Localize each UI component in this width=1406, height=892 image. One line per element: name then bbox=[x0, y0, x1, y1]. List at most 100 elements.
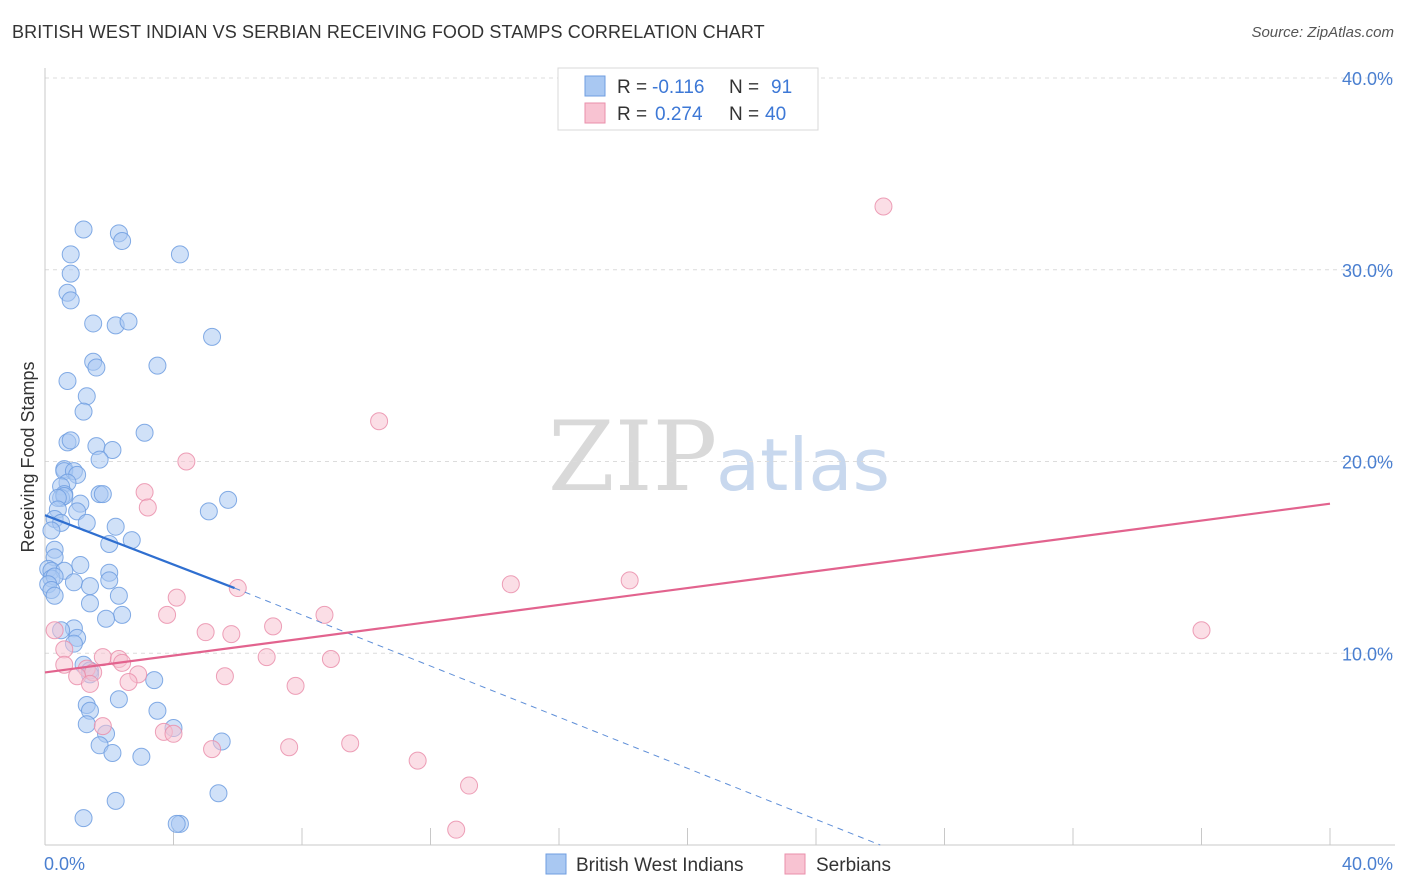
data-point-bwi bbox=[219, 490, 238, 509]
data-point-serbian bbox=[264, 617, 283, 636]
data-point-serbian bbox=[315, 605, 334, 624]
data-point-bwi bbox=[106, 791, 125, 810]
data-point-bwi bbox=[100, 571, 119, 590]
series-british-west-indians bbox=[39, 220, 238, 833]
data-point-serbian bbox=[80, 674, 99, 693]
data-point-serbian bbox=[460, 776, 479, 795]
data-point-bwi bbox=[90, 450, 109, 469]
x-tick-label-start: 0.0% bbox=[44, 854, 85, 874]
y-tick-label: 40.0% bbox=[1342, 69, 1393, 89]
legend-r-value-2: 0.274 bbox=[655, 104, 703, 125]
data-point-bwi bbox=[109, 690, 128, 709]
data-point-bwi bbox=[77, 387, 96, 406]
data-point-serbian bbox=[203, 740, 222, 759]
data-point-bwi bbox=[42, 521, 61, 540]
regression-line-bwi bbox=[44, 514, 235, 590]
watermark-zip: ZIP bbox=[548, 401, 717, 513]
data-point-serbian bbox=[55, 640, 74, 659]
series-serbians bbox=[45, 197, 1211, 839]
y-tick-label: 10.0% bbox=[1342, 644, 1393, 664]
regression-line-bwi-extension bbox=[234, 587, 881, 846]
legend-swatch-pink bbox=[584, 102, 606, 124]
data-point-bwi bbox=[199, 502, 218, 521]
data-point-serbian bbox=[215, 667, 234, 686]
y-axis-tick-labels: 10.0% 20.0% 30.0% 40.0% bbox=[1342, 69, 1393, 664]
bottom-legend-label-bwi: British West Indians bbox=[576, 855, 744, 876]
data-point-bwi bbox=[103, 743, 122, 762]
data-point-bwi bbox=[61, 431, 80, 450]
data-point-bwi bbox=[74, 402, 93, 421]
bottom-legend-label-serbians: Serbians bbox=[816, 855, 891, 876]
data-point-serbian bbox=[370, 412, 389, 431]
bottom-legend-swatch-blue bbox=[545, 853, 567, 875]
data-point-bwi bbox=[148, 356, 167, 375]
data-point-serbian bbox=[286, 676, 305, 695]
y-tick-label: 30.0% bbox=[1342, 261, 1393, 281]
data-point-serbian bbox=[408, 751, 427, 770]
y-tick-label: 20.0% bbox=[1342, 453, 1393, 473]
data-point-bwi bbox=[71, 556, 90, 575]
data-point-bwi bbox=[106, 517, 125, 536]
x-axis-ticks bbox=[44, 828, 1331, 845]
legend-n-label-1: N = bbox=[729, 77, 759, 98]
data-point-serbian bbox=[222, 625, 241, 644]
data-point-bwi bbox=[87, 358, 106, 377]
data-point-bwi bbox=[109, 586, 128, 605]
data-point-bwi bbox=[135, 423, 154, 442]
watermark: ZIP atlas bbox=[548, 401, 890, 513]
data-point-serbian bbox=[228, 579, 247, 598]
data-point-serbian bbox=[321, 650, 340, 669]
data-point-bwi bbox=[132, 747, 151, 766]
legend: R = -0.116 N = 91 R = 0.274 N = 40 bbox=[557, 67, 819, 131]
data-point-serbian bbox=[138, 498, 157, 517]
data-point-serbian bbox=[167, 588, 186, 607]
data-point-bwi bbox=[80, 577, 99, 596]
data-point-bwi bbox=[167, 814, 186, 833]
data-point-bwi bbox=[64, 573, 83, 592]
x-tick-label-end: 40.0% bbox=[1342, 854, 1393, 874]
regression-lines bbox=[44, 502, 1331, 846]
data-point-serbian bbox=[257, 648, 276, 667]
data-point-serbian bbox=[196, 623, 215, 642]
data-point-serbian bbox=[447, 820, 466, 839]
legend-n-label-2: N = bbox=[729, 104, 759, 125]
data-point-serbian bbox=[158, 605, 177, 624]
data-point-bwi bbox=[80, 594, 99, 613]
legend-n-value-1: 91 bbox=[771, 77, 792, 98]
chart-title: BRITISH WEST INDIAN VS SERBIAN RECEIVING… bbox=[12, 22, 765, 42]
data-point-serbian bbox=[135, 483, 154, 502]
data-point-bwi bbox=[58, 371, 77, 390]
chart-source: Source: ZipAtlas.com bbox=[1251, 24, 1394, 41]
data-point-serbian bbox=[341, 734, 360, 753]
data-point-serbian bbox=[177, 452, 196, 471]
bottom-legend-swatch-pink bbox=[784, 853, 806, 875]
data-point-serbian bbox=[501, 575, 520, 594]
legend-n-value-2: 40 bbox=[765, 104, 786, 125]
data-point-bwi bbox=[93, 485, 112, 504]
data-point-bwi bbox=[84, 314, 103, 333]
regression-line-serbians bbox=[44, 502, 1331, 674]
y-axis-label: Receiving Food Stamps bbox=[18, 361, 38, 552]
legend-r-label-2: R = bbox=[617, 104, 647, 125]
axes bbox=[44, 68, 1395, 846]
data-point-bwi bbox=[68, 502, 87, 521]
data-point-bwi bbox=[77, 715, 96, 734]
legend-r-label-1: R = bbox=[617, 77, 647, 98]
data-point-bwi bbox=[97, 609, 116, 628]
data-point-serbian bbox=[45, 621, 64, 640]
data-point-serbian bbox=[280, 738, 299, 757]
data-point-serbian bbox=[119, 673, 138, 692]
data-point-bwi bbox=[103, 440, 122, 459]
data-point-bwi bbox=[148, 701, 167, 720]
data-point-bwi bbox=[170, 245, 189, 264]
data-point-bwi bbox=[203, 327, 222, 346]
data-point-bwi bbox=[209, 784, 228, 803]
gridlines bbox=[45, 77, 1395, 654]
data-point-bwi bbox=[113, 605, 132, 624]
data-point-bwi bbox=[145, 671, 164, 690]
data-point-bwi bbox=[74, 809, 93, 828]
x-axis-tick-labels: 0.0% 40.0% bbox=[44, 854, 1393, 874]
data-point-bwi bbox=[113, 231, 132, 250]
data-point-bwi bbox=[61, 264, 80, 283]
